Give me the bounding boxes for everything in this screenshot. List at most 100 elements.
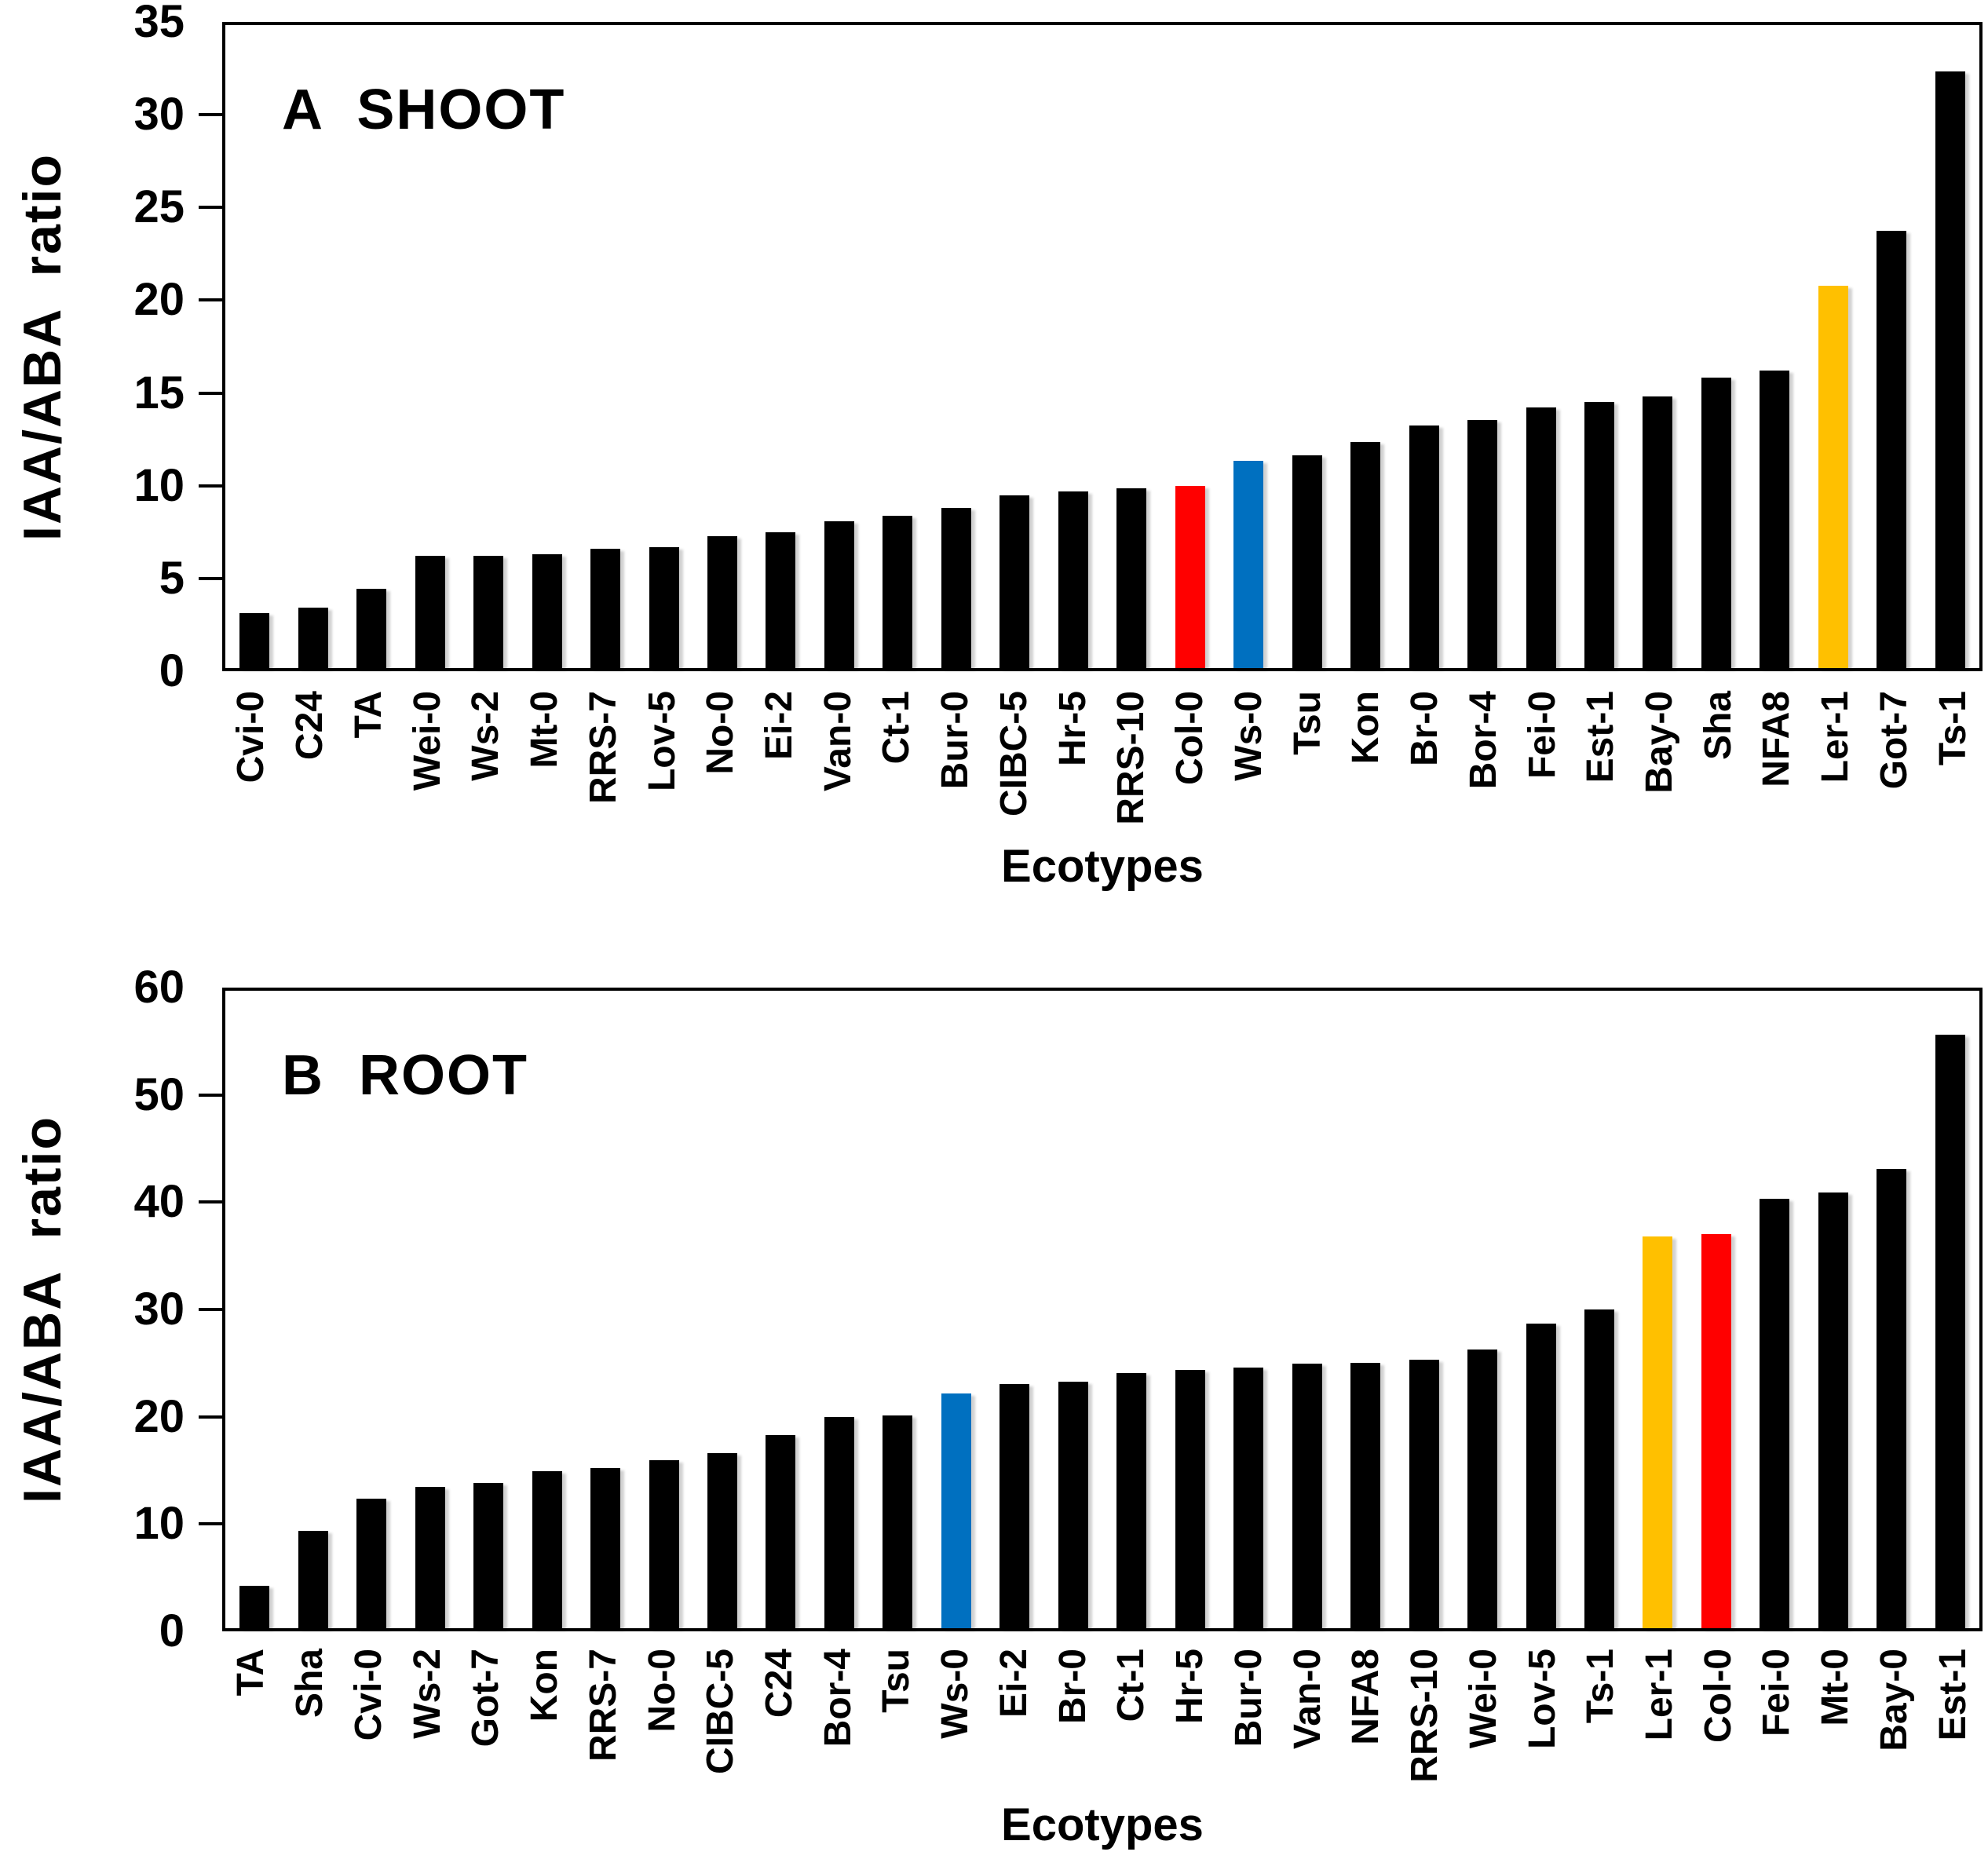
bar-slot [342, 991, 400, 1628]
bar-slot [693, 991, 751, 1628]
bar [1877, 231, 1907, 668]
y-tick-mark [199, 206, 222, 210]
bar-slot [1862, 991, 1920, 1628]
x-tick-slot: Ts-1 [1572, 1649, 1631, 1798]
bar [1877, 1169, 1907, 1628]
x-tick-label: Bay-0 [1873, 1649, 1915, 1751]
x-tick-label: Hr-5 [1169, 1649, 1211, 1725]
bar-slot [1921, 991, 1979, 1628]
y-tick-label: 60 [133, 962, 185, 1013]
bar [532, 1470, 562, 1628]
bar-slot [1161, 25, 1219, 668]
bar-slot [693, 25, 751, 668]
bar [883, 515, 913, 668]
x-tick-slot: C24 [751, 1649, 809, 1798]
bar-slot [1511, 25, 1570, 668]
bar [999, 495, 1030, 668]
bar [1701, 1233, 1731, 1628]
bar-slot [1394, 991, 1453, 1628]
x-tick-slot: Wei-0 [1454, 1649, 1513, 1798]
x-tick-label: Sha [289, 1649, 331, 1718]
bar [1409, 425, 1439, 668]
x-tick-slot: Ler-1 [1631, 1649, 1690, 1798]
x-tick-slot: Lov-5 [1513, 1649, 1572, 1798]
x-axis-title-root: Ecotypes [1001, 1799, 1204, 1850]
x-tick-label: RRS-7 [582, 1649, 624, 1762]
x-tick-slot: Est-1 [1924, 1649, 1983, 1798]
bar-slot [810, 25, 868, 668]
y-tick-label: 15 [133, 367, 185, 418]
bar [239, 612, 270, 668]
x-tick-slot: Tsu [868, 1649, 926, 1798]
x-tick-label: NFA8 [1345, 1649, 1387, 1745]
bar-slot [342, 25, 400, 668]
x-tick-slot: Got-7 [457, 1649, 516, 1798]
bar [824, 1416, 854, 1628]
bar [356, 1498, 387, 1628]
y-tick-mark [199, 1415, 222, 1419]
x-tick-slot: Col-0 [1689, 1649, 1748, 1798]
bar [1643, 396, 1673, 668]
bar-slot [985, 991, 1043, 1628]
x-tick-slot: Bur-0 [1219, 1649, 1278, 1798]
bars-container-shoot [225, 25, 1979, 668]
panel-title-shoot: A SHOOT [282, 79, 566, 141]
x-tick-slot: Ei-2 [985, 1649, 1044, 1798]
x-tick-label: RRS-10 [1404, 1649, 1446, 1783]
bar [1643, 1236, 1673, 1628]
bar [590, 1467, 621, 1628]
bar [1526, 407, 1556, 668]
bar [1233, 1368, 1264, 1628]
bar-slot [751, 991, 809, 1628]
x-tick-slot: Sha [281, 1649, 340, 1798]
bar-slot [1219, 25, 1277, 668]
x-tick-slot: Hr-5 [1161, 1649, 1220, 1798]
bar [1935, 71, 1965, 668]
bar-slot [1161, 991, 1219, 1628]
bar [1584, 1309, 1615, 1628]
x-tick-slot: NFA8 [1337, 1649, 1396, 1798]
x-tick-label: Lov-5 [1521, 1649, 1563, 1750]
bar [239, 1585, 270, 1628]
bar-slot [1570, 991, 1628, 1628]
bar-slot [1921, 25, 1979, 668]
x-tick-label: C24 [758, 1649, 800, 1718]
x-tick-label: Ei-2 [992, 1649, 1035, 1718]
bar [1701, 378, 1731, 668]
bar-slot [1628, 991, 1687, 1628]
bar [1175, 1370, 1205, 1628]
bar-slot [517, 991, 576, 1628]
bar-slot [1687, 991, 1745, 1628]
bar [1233, 460, 1264, 668]
x-tick-slot: No-0 [633, 1649, 692, 1798]
bar-slot [985, 25, 1043, 668]
bar-slot [1102, 25, 1160, 668]
bar-slot [810, 991, 868, 1628]
bar [1760, 370, 1790, 668]
bar [1116, 1373, 1147, 1628]
bar [298, 1530, 328, 1628]
bar-slot [225, 991, 283, 1628]
x-tick-label: Cvi-0 [347, 1649, 389, 1741]
y-tick-mark [199, 1093, 222, 1097]
x-tick-slot: TA [222, 1649, 281, 1798]
y-tick-label: 20 [133, 1390, 185, 1442]
bar-slot [283, 991, 342, 1628]
bar-slot [1336, 25, 1394, 668]
bar [415, 1487, 445, 1628]
bar [473, 556, 504, 668]
bar [415, 556, 445, 668]
bar [999, 1383, 1030, 1628]
bar-slot [927, 25, 985, 668]
y-tick-label: 25 [133, 181, 185, 233]
bar [766, 1434, 796, 1628]
x-tick-slot: Cvi-0 [339, 1649, 398, 1798]
bar [1292, 1364, 1322, 1628]
plot-area-shoot: A SHOOT [222, 22, 1983, 671]
y-tick-mark [199, 484, 222, 488]
bar-slot [751, 25, 809, 668]
bar-slot [1277, 25, 1336, 668]
bar [649, 1460, 679, 1628]
